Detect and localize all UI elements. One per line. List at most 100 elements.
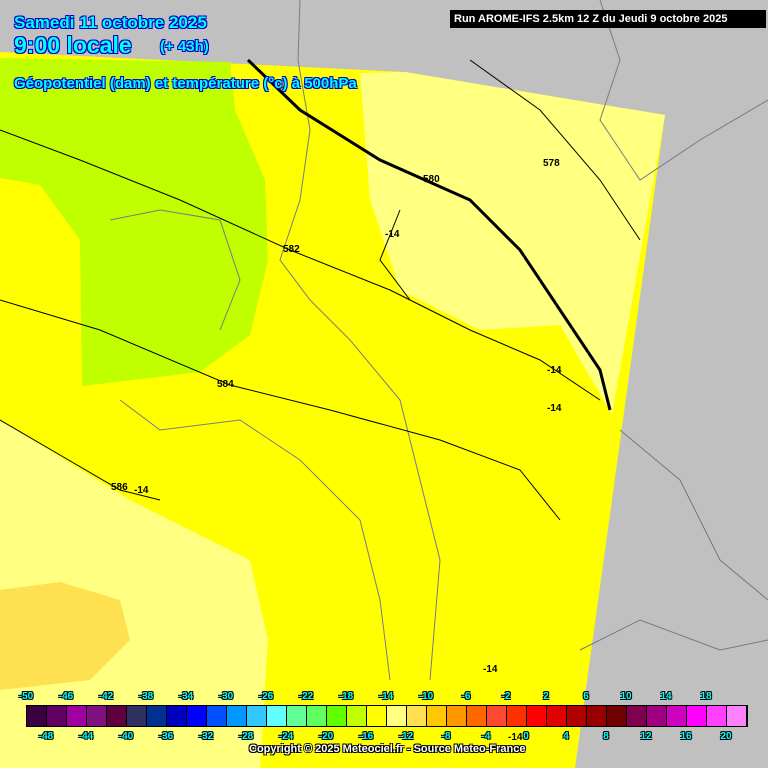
color-legend bbox=[26, 705, 748, 727]
legend-swatch bbox=[467, 706, 487, 726]
legend-tick-label: 18 bbox=[700, 691, 712, 702]
borders bbox=[109, 0, 768, 681]
legend-tick-label: 4 bbox=[563, 731, 569, 742]
legend-tick-label: 10 bbox=[620, 691, 632, 702]
contour-label: 580 bbox=[423, 174, 440, 185]
contour-label: 582 bbox=[283, 244, 300, 255]
legend-swatch bbox=[707, 706, 727, 726]
contour-label: -14 bbox=[547, 403, 562, 414]
legend-tick-label: -14 bbox=[378, 691, 394, 702]
legend-swatch bbox=[327, 706, 347, 726]
legend-tick-label: 20 bbox=[720, 731, 732, 742]
forecast-date: Samedi 11 octobre 2025 bbox=[14, 13, 207, 32]
legend-tick-label: -50 bbox=[18, 691, 34, 702]
legend-tick-label: -34 bbox=[178, 691, 194, 702]
contour-label: -14 bbox=[547, 365, 562, 376]
legend-swatch bbox=[267, 706, 287, 726]
legend-tick-label: -40 bbox=[118, 731, 134, 742]
legend-tick-label: -20 bbox=[318, 731, 334, 742]
legend-tick-label: 12 bbox=[640, 731, 652, 742]
legend-tick-label: -46 bbox=[58, 691, 74, 702]
contour-label: -14 bbox=[508, 732, 523, 743]
legend-swatch bbox=[27, 706, 47, 726]
contour-584 bbox=[0, 299, 561, 521]
legend-tick-label: -30 bbox=[218, 691, 234, 702]
legend-swatch bbox=[447, 706, 467, 726]
legend-swatch bbox=[487, 706, 507, 726]
legend-tick-label: -12 bbox=[398, 731, 414, 742]
legend-tick-label: -10 bbox=[418, 691, 434, 702]
legend-swatch bbox=[227, 706, 247, 726]
legend-swatch bbox=[387, 706, 407, 726]
legend-swatch bbox=[527, 706, 547, 726]
contour-label: 578 bbox=[543, 158, 560, 169]
legend-swatch bbox=[187, 706, 207, 726]
legend-swatch bbox=[647, 706, 667, 726]
legend-tick-label: -16 bbox=[358, 731, 374, 742]
contour-label: -14 bbox=[385, 229, 400, 240]
legend-swatch bbox=[587, 706, 607, 726]
legend-swatch bbox=[607, 706, 627, 726]
area-temp-minus-12 bbox=[0, 582, 130, 690]
legend-tick-label: 6 bbox=[583, 691, 589, 702]
legend-swatch bbox=[667, 706, 687, 726]
legend-swatch bbox=[287, 706, 307, 726]
legend-tick-label: -48 bbox=[38, 731, 54, 742]
legend-swatch bbox=[87, 706, 107, 726]
legend-swatch bbox=[147, 706, 167, 726]
legend-tick-label: -38 bbox=[138, 691, 154, 702]
run-info: Run AROME-IFS 2.5km 12 Z du Jeudi 9 octo… bbox=[450, 10, 766, 28]
temp-14-line bbox=[379, 209, 411, 301]
legend-swatch bbox=[687, 706, 707, 726]
legend-tick-label: -22 bbox=[298, 691, 314, 702]
legend-tick-label: -26 bbox=[258, 691, 274, 702]
forecast-time: 9:00 locale bbox=[14, 32, 132, 58]
legend-swatch bbox=[407, 706, 427, 726]
legend-tick-label: -36 bbox=[158, 731, 174, 742]
contour-label: 586 bbox=[111, 482, 128, 493]
forecast-lead-time: (+ 43h) bbox=[160, 38, 209, 55]
legend-tick-label: 2 bbox=[543, 691, 549, 702]
legend-swatch bbox=[67, 706, 87, 726]
legend-tick-label: 0 bbox=[523, 731, 529, 742]
legend-swatch bbox=[167, 706, 187, 726]
contour-586 bbox=[0, 419, 161, 501]
legend-tick-label: 14 bbox=[660, 691, 672, 702]
legend-tick-label: 16 bbox=[680, 731, 692, 742]
legend-swatch bbox=[427, 706, 447, 726]
legend-tick-label: -2 bbox=[501, 691, 511, 702]
legend-swatch bbox=[727, 706, 747, 726]
legend-tick-label: -44 bbox=[78, 731, 94, 742]
legend-tick-label: -18 bbox=[338, 691, 354, 702]
contour-label: 584 bbox=[217, 379, 234, 390]
legend-swatch bbox=[507, 706, 527, 726]
legend-swatch bbox=[127, 706, 147, 726]
legend-tick-label: -28 bbox=[238, 731, 254, 742]
contour-label: -14 bbox=[134, 485, 149, 496]
area-temp-minus-18 bbox=[0, 58, 268, 386]
copyright: Copyright © 2025 Meteociel.fr - Source M… bbox=[249, 743, 526, 755]
legend-tick-label: -8 bbox=[441, 731, 451, 742]
legend-swatch bbox=[47, 706, 67, 726]
legend-swatch bbox=[107, 706, 127, 726]
legend-tick-label: -4 bbox=[481, 731, 491, 742]
contour-582 bbox=[0, 129, 601, 401]
legend-tick-label: -42 bbox=[98, 691, 114, 702]
parameter-title: Géopotentiel (dam) et température (°c) à… bbox=[14, 75, 357, 92]
legend-swatch bbox=[247, 706, 267, 726]
legend-swatch bbox=[207, 706, 227, 726]
legend-swatch bbox=[627, 706, 647, 726]
legend-tick-label: -24 bbox=[278, 731, 294, 742]
legend-tick-label: 8 bbox=[603, 731, 609, 742]
legend-swatch bbox=[347, 706, 367, 726]
legend-tick-label: -6 bbox=[461, 691, 471, 702]
legend-swatch bbox=[307, 706, 327, 726]
legend-tick-label: -32 bbox=[198, 731, 214, 742]
contour-578 bbox=[469, 59, 641, 241]
legend-swatch bbox=[547, 706, 567, 726]
legend-swatch bbox=[367, 706, 387, 726]
contour-580 bbox=[246, 58, 612, 411]
contour-label: -14 bbox=[483, 664, 498, 675]
legend-swatch bbox=[567, 706, 587, 726]
